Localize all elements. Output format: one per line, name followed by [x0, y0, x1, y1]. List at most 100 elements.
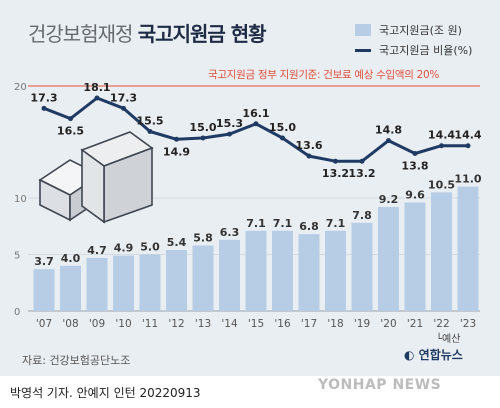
line-value-label: 16.5: [57, 125, 84, 138]
bar: [113, 255, 134, 311]
legend-line-label: 국고지원금 비율(%): [379, 44, 473, 57]
line-value-label: 14.4: [428, 129, 455, 142]
x-tick-label: '18: [327, 318, 343, 330]
line-value-label: 13.2: [348, 167, 375, 180]
x-tick-label: '20: [380, 318, 396, 330]
line-point: [306, 153, 312, 159]
y-tick-label: 20: [14, 82, 27, 93]
bar-value-label: 9.6: [405, 189, 425, 202]
line-value-label: 15.0: [269, 121, 296, 134]
legend: 국고지원금(조 원) 국고지원금 비율(%): [355, 20, 472, 60]
line-point: [333, 158, 338, 164]
line-point: [359, 158, 365, 164]
x-tick-label: '21: [407, 318, 423, 330]
line-value-label: 17.3: [30, 91, 57, 104]
y-tick-label: 10: [14, 194, 27, 205]
line-value-label: 15.3: [216, 117, 243, 130]
x-tick-label: '09: [89, 318, 105, 330]
bar: [298, 234, 320, 311]
bar: [404, 202, 426, 311]
line-point: [412, 150, 418, 156]
chart-title: 건강보험재정 국고지원금 현황: [28, 18, 267, 47]
title-part-2: 국고지원금 현황: [137, 22, 267, 46]
hospital-building-icon: [38, 131, 154, 224]
bar: [192, 245, 214, 311]
x-tick-label: '10: [115, 318, 131, 330]
bar-value-label: 4.7: [87, 244, 107, 257]
x-tick-label: '17: [301, 318, 317, 330]
x-tick-label: '15: [248, 318, 264, 330]
legend-item-line: 국고지원금 비율(%): [355, 40, 472, 60]
bar-value-label: 5.0: [140, 241, 160, 254]
legend-item-bar: 국고지원금(조 원): [355, 20, 472, 40]
bar: [325, 230, 346, 311]
legend-bar-label: 국고지원금(조 원): [379, 24, 462, 37]
bar-value-label: 7.1: [273, 217, 293, 230]
bar: [245, 230, 267, 311]
estimate-label: └예산: [436, 330, 460, 345]
bar-value-label: 4.9: [114, 242, 134, 255]
bar: [86, 257, 108, 311]
bar-value-label: 7.1: [326, 217, 346, 230]
line-value-label: 15.5: [136, 115, 163, 128]
line-value-label: 14.8: [375, 124, 402, 137]
line-point: [253, 121, 259, 127]
line-value-label: 17.3: [110, 91, 137, 104]
x-tick-label: '16: [274, 318, 291, 330]
bar-value-label: 9.2: [379, 193, 399, 206]
x-tick-label: '23: [460, 318, 476, 330]
bar: [457, 186, 479, 311]
line-point: [465, 143, 471, 149]
line-point: [121, 105, 126, 111]
x-tick-label: '11: [142, 318, 158, 330]
line-point: [280, 135, 285, 141]
bar-value-label: 6.8: [299, 220, 319, 233]
x-tick-label: '14: [221, 318, 238, 330]
bar: [139, 254, 161, 311]
bar: [272, 230, 293, 311]
line-point: [439, 143, 444, 149]
bar: [351, 222, 373, 311]
x-tick-label: '19: [354, 318, 370, 330]
yonhap-logo-icon: ◐: [404, 348, 415, 362]
bar-value-label: 7.1: [246, 217, 266, 230]
line-value-label: 16.1: [242, 107, 269, 120]
line-point: [200, 135, 206, 141]
source-note: 자료: 건강보험공단노조: [22, 354, 131, 367]
x-tick-label: '12: [168, 318, 184, 330]
line-value-label: 18.1: [83, 81, 110, 94]
bar: [166, 249, 187, 311]
reference-note: 국고지원금 정부 지원기준: 건보료 예상 수입액의 20%: [208, 69, 440, 81]
bar-value-label: 7.8: [352, 209, 372, 222]
bar: [378, 207, 399, 311]
bar: [219, 239, 240, 311]
y-tick-label: 0: [14, 307, 20, 318]
line-value-label: 14.9: [163, 145, 190, 158]
line-value-label: 13.6: [295, 139, 322, 152]
agency-logo-text: 연합뉴스: [418, 348, 463, 362]
line-swatch-icon: [355, 48, 371, 52]
estimate-text: 예산: [442, 334, 461, 345]
x-tick-label: '22: [433, 318, 449, 330]
line-value-label: 13.8: [401, 159, 428, 172]
line-value-label: 14.4: [454, 129, 481, 142]
line-point: [386, 138, 391, 144]
bar-value-label: 5.4: [167, 236, 187, 249]
line-point: [68, 116, 73, 122]
title-part-1: 건강보험재정: [28, 22, 133, 46]
line-value-label: 15.0: [189, 121, 216, 134]
line-point: [147, 129, 153, 135]
bar-value-label: 11.0: [454, 173, 481, 186]
bar-value-label: 10.5: [428, 178, 455, 191]
estimate-arrow-icon: └: [436, 334, 443, 345]
bar-value-label: 5.8: [193, 231, 213, 244]
line-point: [41, 105, 47, 111]
line-point: [174, 136, 179, 142]
x-tick-label: '13: [195, 318, 211, 330]
bar-value-label: 4.0: [61, 252, 81, 265]
bar-value-label: 6.3: [220, 226, 240, 239]
bar-swatch-icon: [355, 24, 371, 36]
bar-value-label: 3.7: [34, 255, 54, 268]
watermark: YONHAP NEWS: [318, 377, 442, 393]
bar: [431, 192, 452, 311]
